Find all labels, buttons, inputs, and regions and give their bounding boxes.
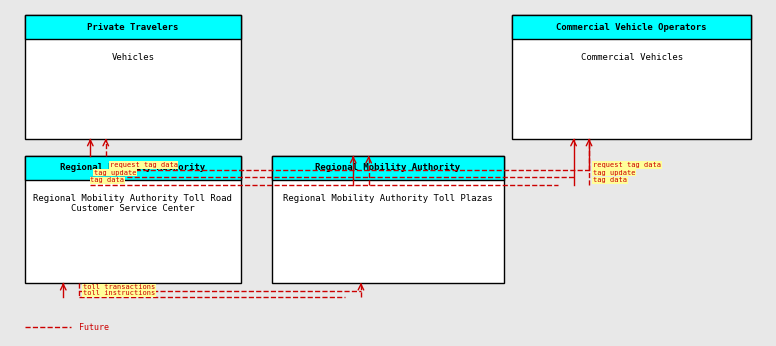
Text: tag data: tag data [593,177,627,183]
Text: Regional Mobility Authority: Regional Mobility Authority [315,163,461,172]
Text: Regional Mobility Authority Toll Road
Customer Service Center: Regional Mobility Authority Toll Road Cu… [33,194,232,213]
Text: tag update: tag update [94,170,137,176]
Text: toll instructions: toll instructions [82,290,155,296]
Text: Commercial Vehicles: Commercial Vehicles [580,53,683,62]
FancyBboxPatch shape [511,15,751,139]
Text: request tag data: request tag data [593,162,661,168]
FancyBboxPatch shape [272,156,504,180]
Text: request tag data: request tag data [109,162,178,168]
Text: Regional Mobility Authority: Regional Mobility Authority [61,163,206,172]
Text: Vehicles: Vehicles [111,53,154,62]
FancyBboxPatch shape [25,15,241,139]
Text: tag update: tag update [593,170,636,176]
Text: tag data: tag data [90,177,124,183]
Text: Private Travelers: Private Travelers [87,22,178,31]
FancyBboxPatch shape [272,156,504,283]
Text: Commercial Vehicle Operators: Commercial Vehicle Operators [556,22,707,31]
FancyBboxPatch shape [25,156,241,283]
Text: Regional Mobility Authority Toll Plazas: Regional Mobility Authority Toll Plazas [283,194,493,203]
Text: toll transactions: toll transactions [82,284,155,290]
FancyBboxPatch shape [511,15,751,39]
FancyBboxPatch shape [25,15,241,39]
FancyBboxPatch shape [25,156,241,180]
Text: Future: Future [78,323,109,332]
